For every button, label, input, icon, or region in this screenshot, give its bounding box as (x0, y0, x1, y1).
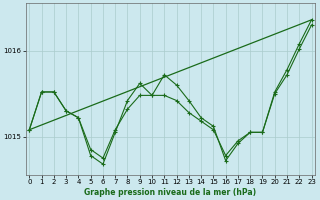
X-axis label: Graphe pression niveau de la mer (hPa): Graphe pression niveau de la mer (hPa) (84, 188, 257, 197)
